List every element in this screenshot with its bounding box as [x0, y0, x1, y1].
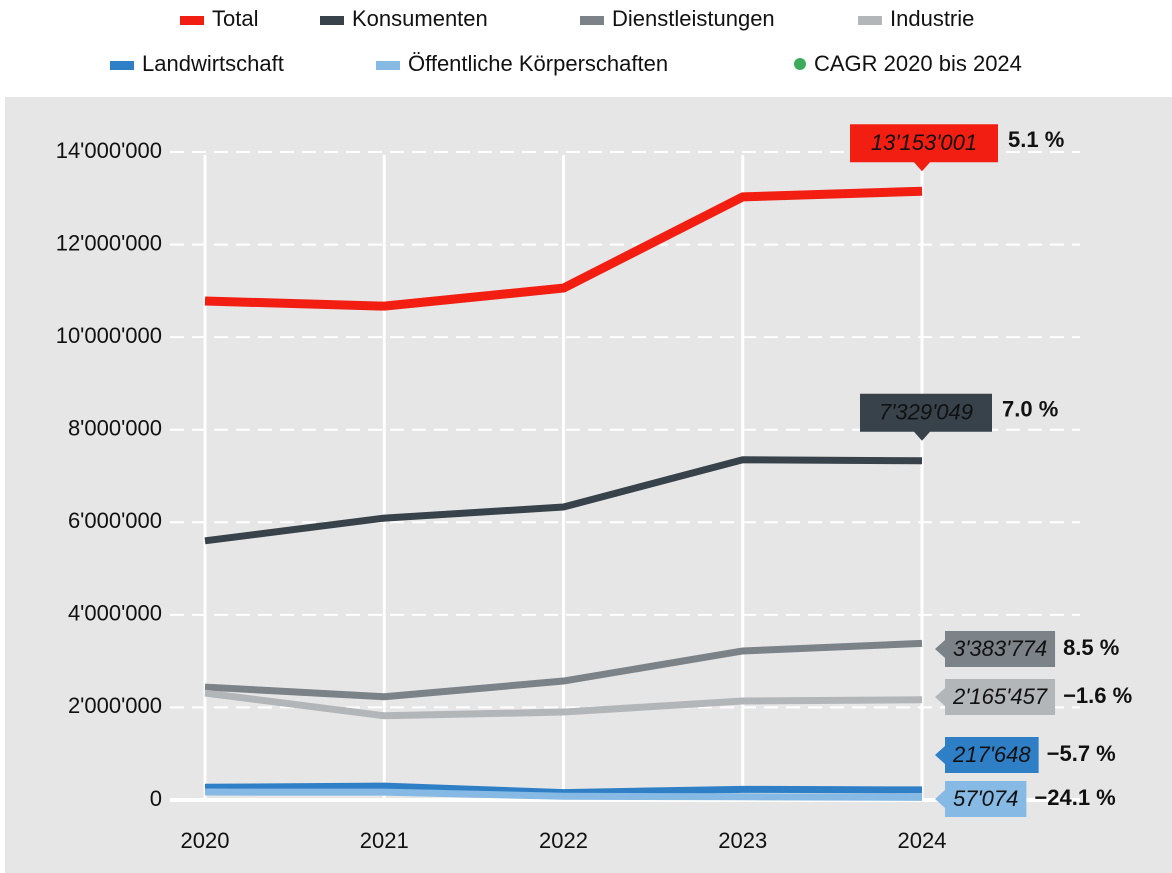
- cagr-label: 7.0 %: [1002, 397, 1058, 422]
- cagr-label: 5.1 %: [1008, 127, 1064, 152]
- x-tick-label: 2021: [360, 828, 409, 853]
- legend-label: Total: [212, 6, 258, 31]
- legend-swatch: [320, 16, 344, 25]
- label-box: [935, 781, 1027, 817]
- y-tick-label: 10'000'000: [56, 323, 162, 348]
- data-label: 57'074: [953, 786, 1018, 811]
- data-label: 2'165'457: [952, 684, 1048, 709]
- cagr-label: −5.7 %: [1047, 741, 1116, 766]
- y-tick-label: 2'000'000: [68, 693, 162, 718]
- cagr-label: −24.1 %: [1034, 785, 1115, 810]
- series-line: [204, 186, 923, 311]
- legend-label: Industrie: [890, 6, 974, 31]
- legend-label: CAGR 2020 bis 2024: [814, 51, 1022, 76]
- label-box: [860, 393, 992, 441]
- legend-swatch: [110, 61, 134, 70]
- y-tick-label: 4'000'000: [68, 601, 162, 626]
- data-label: 3'383'774: [953, 636, 1047, 661]
- cagr-label: −1.6 %: [1063, 683, 1132, 708]
- x-tick-label: 2022: [539, 828, 588, 853]
- series-line: [204, 639, 923, 701]
- legend-swatch: [180, 16, 204, 25]
- y-tick-label: 6'000'000: [68, 508, 162, 533]
- legend-swatch: [580, 16, 604, 25]
- x-tick-label: 2020: [181, 828, 230, 853]
- label-box: [850, 124, 998, 172]
- label-box: [935, 631, 1056, 667]
- label-box: [935, 679, 1056, 715]
- legend-dot: [794, 58, 806, 70]
- x-tick-label: 2024: [898, 828, 947, 853]
- legend-label: Öffentliche Körperschaften: [408, 51, 668, 76]
- y-tick-label: 8'000'000: [68, 416, 162, 441]
- series-line: [204, 788, 923, 801]
- y-tick-label: 0: [150, 786, 162, 811]
- series-line: [204, 456, 923, 545]
- series-line: [204, 782, 923, 797]
- legend-swatch: [376, 61, 400, 70]
- legend-swatch: [858, 16, 882, 25]
- data-label: 217'648: [952, 742, 1031, 767]
- y-tick-label: 12'000'000: [56, 230, 162, 255]
- x-tick-label: 2023: [718, 828, 767, 853]
- legend-label: Konsumenten: [352, 6, 488, 31]
- data-label: 7'329'049: [879, 400, 973, 425]
- legend-label: Dienstleistungen: [612, 6, 775, 31]
- series-line: [204, 689, 923, 720]
- cagr-label: 8.5 %: [1063, 635, 1119, 660]
- legend-label: Landwirtschaft: [142, 51, 284, 76]
- label-box: [935, 737, 1039, 773]
- y-tick-label: 14'000'000: [56, 138, 162, 163]
- data-label: 13'153'001: [871, 130, 977, 155]
